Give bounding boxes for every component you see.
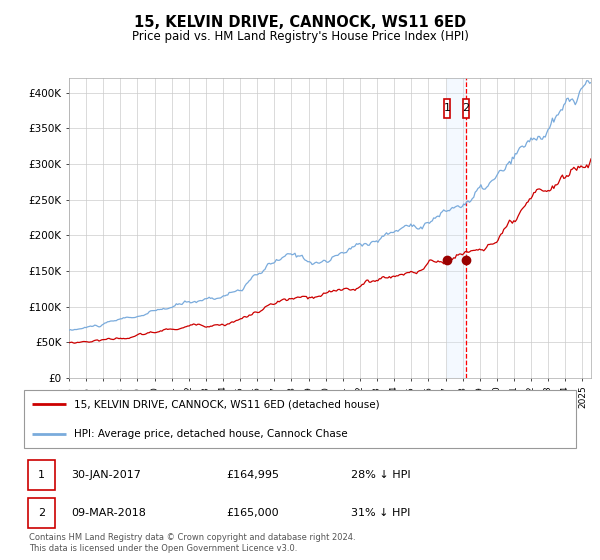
Text: 15, KELVIN DRIVE, CANNOCK, WS11 6ED: 15, KELVIN DRIVE, CANNOCK, WS11 6ED	[134, 15, 466, 30]
Text: 09-MAR-2018: 09-MAR-2018	[71, 508, 146, 518]
Bar	[447, 78, 466, 378]
Text: 1: 1	[443, 104, 451, 113]
FancyBboxPatch shape	[28, 498, 55, 528]
FancyBboxPatch shape	[23, 390, 577, 447]
Text: 30-JAN-2017: 30-JAN-2017	[71, 470, 142, 480]
Text: 2: 2	[38, 508, 45, 518]
Text: 31% ↓ HPI: 31% ↓ HPI	[351, 508, 410, 518]
FancyBboxPatch shape	[463, 99, 469, 118]
Text: £165,000: £165,000	[227, 508, 280, 518]
FancyBboxPatch shape	[444, 99, 450, 118]
Text: 2: 2	[463, 104, 469, 113]
Text: 15, KELVIN DRIVE, CANNOCK, WS11 6ED (detached house): 15, KELVIN DRIVE, CANNOCK, WS11 6ED (det…	[74, 399, 380, 409]
Text: Contains HM Land Registry data © Crown copyright and database right 2024.
This d: Contains HM Land Registry data © Crown c…	[29, 533, 356, 553]
FancyBboxPatch shape	[28, 460, 55, 491]
Text: 28% ↓ HPI: 28% ↓ HPI	[351, 470, 410, 480]
Text: HPI: Average price, detached house, Cannock Chase: HPI: Average price, detached house, Cann…	[74, 429, 348, 439]
Text: 1: 1	[38, 470, 45, 480]
Text: £164,995: £164,995	[227, 470, 280, 480]
Text: Price paid vs. HM Land Registry's House Price Index (HPI): Price paid vs. HM Land Registry's House …	[131, 30, 469, 43]
